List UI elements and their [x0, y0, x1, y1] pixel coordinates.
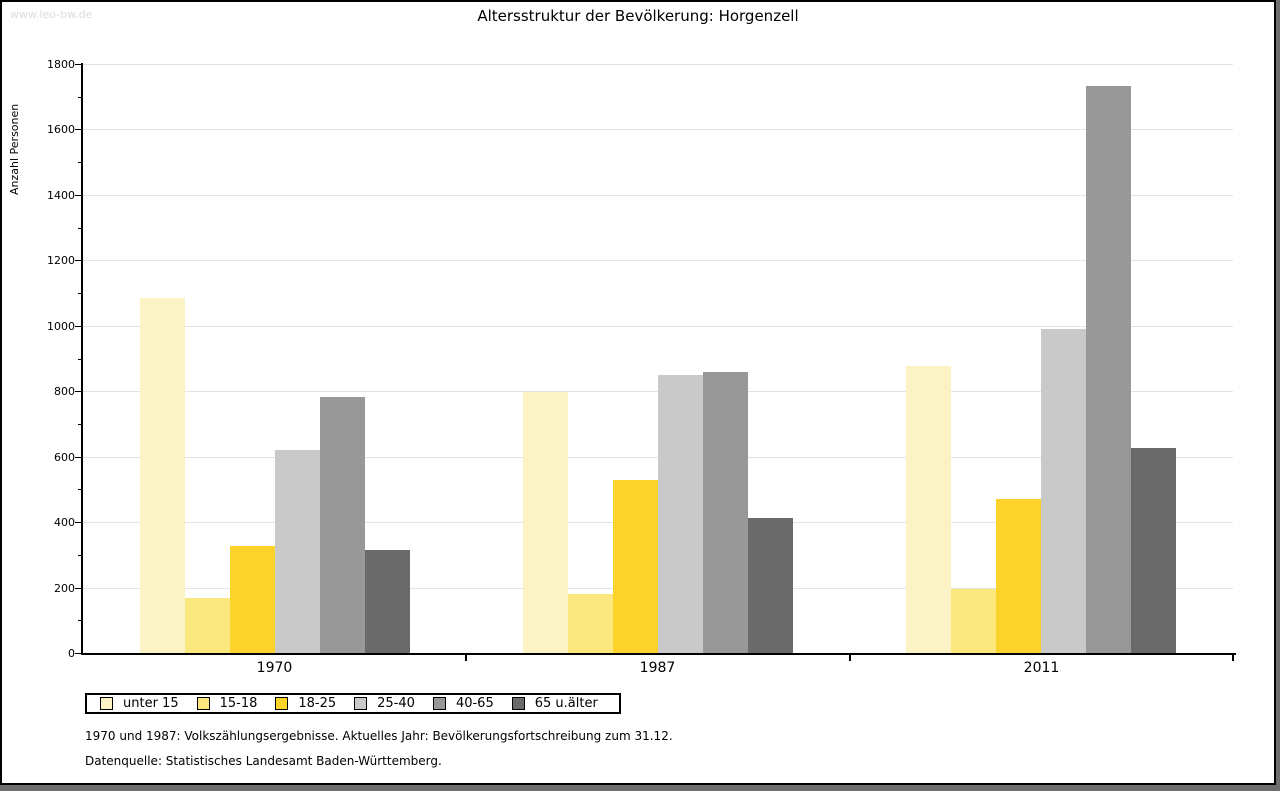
y-tick-label: 200	[54, 582, 75, 595]
legend-label: 25-40	[377, 696, 415, 711]
bar-25-40-1970	[275, 450, 320, 653]
legend-swatch-icon	[354, 697, 368, 710]
bar-unter-15-2011	[906, 366, 951, 653]
y-tick-minor	[78, 359, 83, 360]
bar-65-u.älter-2011	[1131, 448, 1176, 653]
y-axis-label: Anzahl Personen	[8, 103, 21, 195]
footnote-source-note: 1970 und 1987: Volkszählungsergebnisse. …	[85, 729, 673, 743]
legend-swatch-icon	[511, 697, 525, 710]
y-tick-label: 1800	[47, 58, 75, 71]
gridline	[83, 326, 1233, 327]
bar-40-65-1970	[320, 397, 365, 653]
bar-18-25-1970	[230, 546, 275, 653]
bar-65-u.älter-1987	[748, 518, 793, 653]
y-tick-major	[75, 195, 83, 196]
y-tick-minor	[78, 293, 83, 294]
legend-label: 15-18	[219, 696, 258, 711]
x-category-label: 2011	[1023, 660, 1060, 676]
plot-area: 0 200 400 600 800 1000 1200 1400 1600 1800 1970 198…	[47, 58, 1234, 676]
legend-item: unter 15	[95, 696, 192, 711]
legend-swatch-icon	[100, 697, 113, 710]
y-tick-label: 1000	[47, 320, 75, 333]
y-tick-minor	[78, 162, 83, 163]
gridline	[83, 195, 1233, 196]
legend-item: 18-25	[270, 696, 349, 711]
legend-label: 18-25	[298, 696, 337, 711]
legend-item: 25-40	[349, 696, 428, 711]
legend-item: 40-65	[428, 696, 507, 711]
bar-unter-15-1987	[523, 392, 568, 653]
bar-15-18-1987	[568, 594, 613, 653]
x-tick	[1232, 655, 1234, 661]
x-category-label: 1970	[256, 660, 293, 676]
y-tick-major	[75, 391, 83, 392]
bar-18-25-1987	[613, 480, 658, 653]
bar-65-u.älter-1970	[365, 550, 410, 653]
y-tick-minor	[78, 620, 83, 621]
bar-15-18-2011	[951, 589, 996, 653]
y-tick-major	[75, 522, 83, 523]
y-tick-minor	[78, 97, 83, 98]
y-tick-minor	[78, 555, 83, 556]
y-tick-label: 400	[54, 516, 75, 529]
legend-item: 15-18	[192, 696, 271, 711]
x-category-label: 1987	[639, 660, 676, 676]
y-tick-label: 600	[54, 451, 75, 464]
y-tick-major	[75, 260, 83, 261]
legend-swatch-icon	[275, 697, 289, 710]
y-tick-label: 1600	[47, 123, 75, 136]
legend-item: 65 u.älter	[507, 696, 611, 711]
x-tick	[465, 655, 467, 661]
x-axis-line	[81, 653, 1236, 655]
y-tick-label: 800	[54, 385, 75, 398]
bar-40-65-2011	[1086, 86, 1131, 653]
legend-label: unter 15	[123, 696, 179, 711]
y-tick-major	[75, 326, 83, 327]
y-tick-label: 1200	[47, 254, 75, 267]
legend-label: 40-65	[455, 696, 494, 711]
legend: unter 15 15-18 18-25 25-40 40-65 65 u.älter	[85, 693, 621, 714]
bar-40-65-1987	[703, 372, 748, 653]
legend-swatch-icon	[196, 697, 210, 710]
y-tick-label: 0	[68, 647, 75, 660]
x-tick	[849, 655, 851, 661]
y-tick-major	[75, 457, 83, 458]
bar-18-25-2011	[996, 499, 1041, 653]
y-tick-label: 1400	[47, 189, 75, 202]
gridline	[83, 260, 1233, 261]
bar-unter-15-1970	[140, 298, 185, 653]
y-tick-major	[75, 129, 83, 130]
footnote-data-source: Datenquelle: Statistisches Landesamt Bad…	[85, 754, 442, 768]
chart-title: Altersstruktur der Bevölkerung: Horgenze…	[477, 7, 799, 25]
y-tick-major	[75, 588, 83, 589]
bar-15-18-1970	[185, 598, 230, 653]
y-tick-minor	[78, 424, 83, 425]
legend-label: 65 u.älter	[534, 696, 598, 711]
y-tick-minor	[78, 489, 83, 490]
y-tick-major	[75, 653, 83, 654]
y-tick-major	[75, 64, 83, 65]
legend-swatch-icon	[432, 697, 446, 710]
bar-25-40-2011	[1041, 329, 1086, 653]
bar-25-40-1987	[658, 375, 703, 653]
watermark: www.leo-bw.de	[10, 8, 93, 21]
gridline	[83, 129, 1233, 130]
y-tick-minor	[78, 228, 83, 229]
gridline	[83, 64, 1233, 65]
